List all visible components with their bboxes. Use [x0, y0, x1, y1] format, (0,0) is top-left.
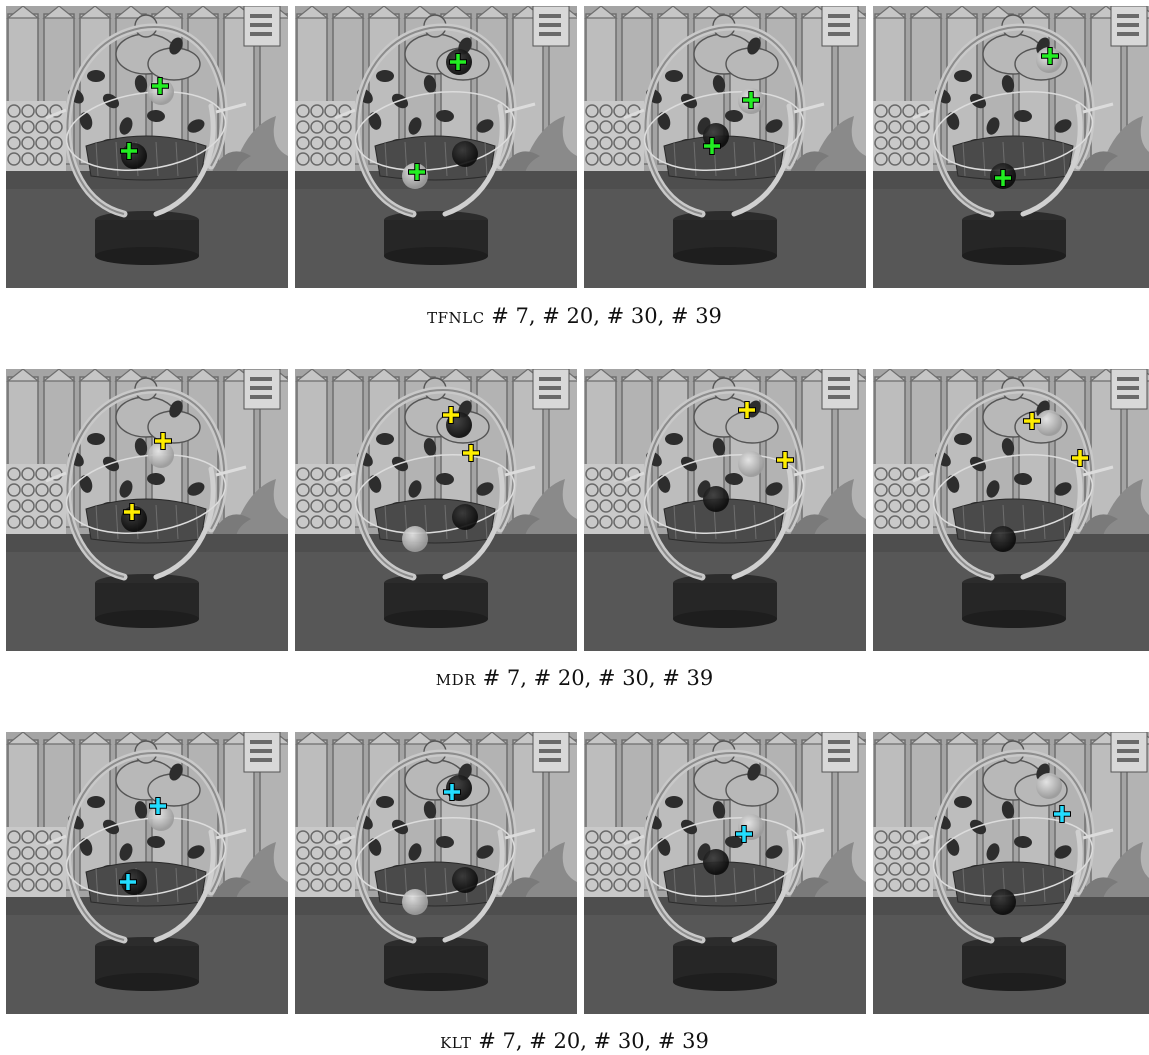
frame-image	[584, 6, 866, 288]
frame-image	[873, 6, 1149, 288]
tracked-point-marker	[149, 797, 167, 815]
row-caption: klt # 7, # 20, # 30, # 39	[6, 1029, 1143, 1053]
tracked-point-marker	[1053, 805, 1071, 823]
tracked-point-marker	[151, 77, 169, 95]
video-frame	[6, 6, 288, 288]
frame-numbers: # 7, # 20, # 30, # 39	[482, 666, 714, 690]
frame-image	[6, 369, 288, 651]
method-name: klt	[440, 1029, 472, 1053]
video-frame	[6, 369, 288, 651]
frame-image	[6, 6, 288, 288]
video-frame	[295, 732, 577, 1014]
tracked-point-marker	[449, 53, 467, 71]
frame-image	[295, 732, 577, 1014]
tracked-point-marker	[742, 91, 760, 109]
tracked-point-marker	[703, 137, 721, 155]
video-frame	[295, 6, 577, 288]
tracked-point-marker	[443, 783, 461, 801]
row-caption: tfnlc # 7, # 20, # 30, # 39	[6, 304, 1143, 328]
video-frame	[873, 369, 1149, 651]
tracked-point-marker	[776, 451, 794, 469]
video-frame	[873, 732, 1149, 1014]
result-row-mdr: mdr # 7, # 20, # 30, # 39	[6, 369, 1149, 690]
tracked-point-marker	[462, 444, 480, 462]
tracked-point-marker	[1041, 47, 1059, 65]
frame-image	[873, 732, 1149, 1014]
tracked-point-marker	[994, 169, 1012, 187]
tracked-point-marker	[442, 406, 460, 424]
video-frame	[295, 369, 577, 651]
video-frame	[584, 369, 866, 651]
tracked-point-marker	[119, 873, 137, 891]
frame-numbers: # 7, # 20, # 30, # 39	[478, 1029, 709, 1053]
tracked-point-marker	[1071, 449, 1089, 467]
frame-image	[584, 369, 866, 651]
tracked-point-marker	[1023, 412, 1041, 430]
tracked-point-marker	[408, 163, 426, 181]
method-name: mdr	[435, 666, 476, 690]
frame-numbers: # 7, # 20, # 30, # 39	[491, 304, 722, 328]
tracked-point-marker	[735, 825, 753, 843]
row-caption: mdr # 7, # 20, # 30, # 39	[6, 666, 1143, 690]
tracked-point-marker	[738, 401, 756, 419]
frame-image	[295, 6, 577, 288]
video-frame	[584, 6, 866, 288]
tracked-point-marker	[154, 432, 172, 450]
result-row-klt: klt # 7, # 20, # 30, # 39	[6, 732, 1149, 1053]
method-name: tfnlc	[427, 304, 485, 328]
frame-image	[873, 369, 1149, 651]
video-frame	[584, 732, 866, 1014]
frame-image	[295, 369, 577, 651]
frame-image	[6, 732, 288, 1014]
frame-image	[584, 732, 866, 1014]
tracked-point-marker	[120, 142, 138, 160]
video-frame	[873, 6, 1149, 288]
result-row-tfnlc: tfnlc # 7, # 20, # 30, # 39	[6, 6, 1149, 328]
video-frame	[6, 732, 288, 1014]
tracked-point-marker	[123, 503, 141, 521]
